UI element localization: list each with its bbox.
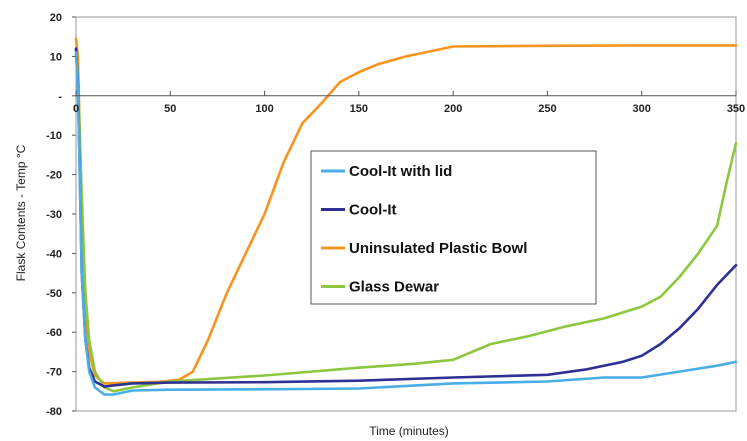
x-tick-label: 0 — [73, 103, 79, 115]
x-tick-label: 350 — [727, 103, 745, 115]
series-line-uninsulated-plastic-bowl — [74, 37, 738, 385]
y-tick-label: -10 — [46, 130, 62, 142]
y-axis-title: Flask Contents - Temp °C — [14, 144, 28, 281]
x-tick-label: 100 — [255, 103, 273, 115]
x-tick-label: 150 — [350, 103, 368, 115]
legend: Cool-It with lid Cool-It Uninsulated Plast… — [310, 150, 597, 305]
series-line-cool-it-with-lid — [74, 51, 738, 396]
x-tick-label: 250 — [538, 103, 556, 115]
legend-label-glass-dewar: Glass Dewar — [349, 279, 439, 296]
y-tick-label: 10 — [50, 51, 62, 63]
legend-label-uninsulated-plastic-bowl: Uninsulated Plastic Bowl — [349, 240, 527, 257]
legend-box — [310, 150, 597, 305]
series-layer — [74, 37, 738, 396]
x-tick-label: 300 — [633, 103, 651, 115]
axes-layer: 0 50 100 150 200 250 300 350 20 10 - -10 -20 -30 -40 -5… — [46, 12, 745, 418]
x-tick-label: 50 — [164, 103, 176, 115]
x-tick-label: 200 — [444, 103, 462, 115]
y-tick-label: -40 — [46, 248, 62, 260]
y-tick-label: -70 — [46, 367, 62, 379]
y-tick-label: -50 — [46, 288, 62, 300]
y-tick-label: -20 — [46, 170, 62, 182]
y-tick-label: 20 — [50, 12, 62, 24]
y-tick-label: -80 — [46, 406, 62, 418]
legend-label-cool-it: Cool-It — [349, 202, 396, 219]
y-tick-label: -30 — [46, 209, 62, 221]
series-line-glass-dewar — [74, 55, 738, 393]
x-axis-title: Time (minutes) — [369, 424, 449, 438]
legend-label-cool-it-with-lid: Cool-It with lid — [349, 163, 452, 180]
y-tick-label: -60 — [46, 327, 62, 339]
y-tick-label: - — [58, 91, 62, 103]
